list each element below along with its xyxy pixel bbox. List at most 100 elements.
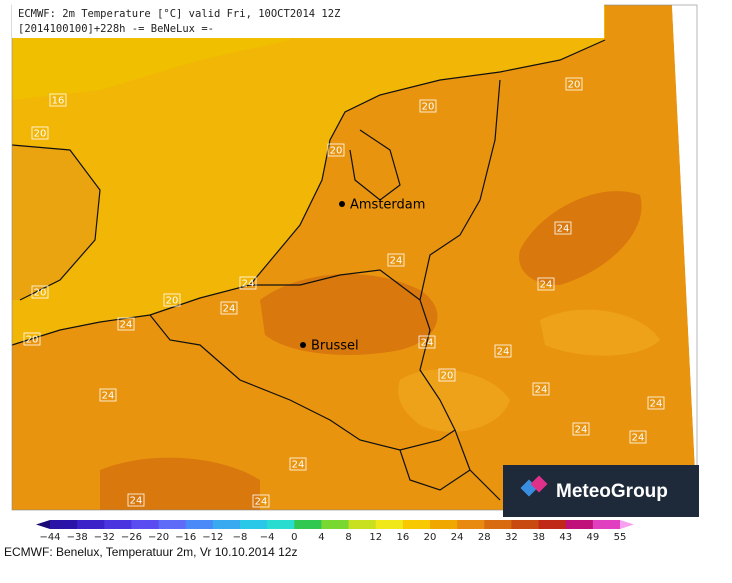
contour-label-box [31, 285, 49, 299]
colorbar-swatch [158, 520, 187, 529]
colorbar-label: 55 [614, 532, 627, 543]
contour-label-text: 24 [255, 497, 268, 508]
contour-label-text: 24 [535, 385, 548, 396]
contour-label-box [438, 368, 456, 382]
contour-label: 24 [537, 277, 555, 291]
colorbar-label: −32 [94, 532, 115, 543]
contour-label-text: 24 [102, 391, 115, 402]
colorbar-swatch [375, 520, 404, 529]
contour-label-text: 20 [34, 288, 47, 299]
contour-label-text: 24 [421, 338, 434, 349]
contour-label: 24 [99, 388, 117, 402]
cities: Amsterdam Brussel [300, 198, 425, 354]
logo-text: MeteoGroup [556, 481, 668, 502]
contour-label: 24 [127, 493, 145, 507]
city-label: Brussel [311, 339, 359, 354]
header-title: ECMWF: 2m Temperature [°C] valid Fri, 10… [18, 8, 340, 20]
colorbar-label: 20 [424, 532, 437, 543]
colorbar-swatch [592, 520, 621, 529]
contour-label: 24 [572, 422, 590, 436]
contour-label-box [418, 335, 436, 349]
contour-label-text: 24 [292, 460, 305, 471]
contour-label-box [163, 293, 181, 307]
contour-label: 24 [387, 253, 405, 267]
contour-label: 24 [532, 382, 550, 396]
contour-label-text: 20 [330, 146, 343, 157]
colorbar-swatch [212, 520, 241, 529]
colorbar-label: −16 [175, 532, 196, 543]
colorbar-swatch [402, 520, 431, 529]
contour-label-box [419, 99, 437, 113]
map [11, 4, 732, 515]
contour-label: 20 [23, 332, 41, 346]
contour-label: 20 [163, 293, 181, 307]
colorbar-label: 0 [291, 532, 297, 543]
colorbar-label: 32 [505, 532, 518, 543]
colorbar-label: 43 [559, 532, 572, 543]
contour-label-box [31, 126, 49, 140]
contour-label-text: 20 [166, 296, 179, 307]
contour-label-text: 24 [130, 496, 143, 507]
colorbar-arrow [36, 520, 50, 529]
contour-label-box [99, 388, 117, 402]
contour-label-text: 24 [242, 279, 255, 290]
header-subtitle: [2014100100]+228h -= BeNeLux =- [18, 23, 214, 35]
contour-label-box [647, 396, 665, 410]
contour-label: 20 [565, 77, 583, 91]
contour-label: 24 [418, 335, 436, 349]
contour-label: 24 [554, 221, 572, 235]
contour-label-box [127, 493, 145, 507]
contour-label-box [554, 221, 572, 235]
colorbar-label: 49 [586, 532, 599, 543]
colorbar-swatch [348, 520, 377, 529]
colorbar-label: 24 [451, 532, 464, 543]
contour-label-text: 20 [34, 129, 47, 140]
contour-label-box [532, 382, 550, 396]
contour-label-text: 20 [422, 102, 435, 113]
colorbar-swatch [77, 520, 105, 529]
contour-label-box [629, 430, 647, 444]
contour-label: 24 [289, 457, 307, 471]
contour-label-box [220, 301, 238, 315]
contour-label: 16 [49, 93, 67, 107]
colorbar-swatch [185, 520, 214, 529]
contour-label: 24 [239, 276, 257, 290]
colorbar-swatch [50, 520, 78, 529]
contour-label-text: 20 [26, 335, 39, 346]
contour-label-box [117, 317, 135, 331]
contour-label-text: 24 [120, 320, 133, 331]
colorbar: −44 −38 −32 −26 −20 −16 −12 −8 −4 0 4 8 12 16 20 24 28 32… [36, 520, 634, 543]
boundaries [11, 39, 606, 501]
contour-label-text: 24 [223, 304, 236, 315]
logo-icon [520, 475, 548, 497]
logo-box [503, 465, 699, 517]
contour-label-text: 20 [568, 80, 581, 91]
colorbar-label: 8 [345, 532, 351, 543]
colorbar-label: 4 [318, 532, 324, 543]
contour-label-text: 24 [540, 280, 553, 291]
contour-label-box [387, 253, 405, 267]
colorbar-swatch [430, 520, 458, 529]
contour-label: 24 [252, 494, 270, 508]
contour-label-text: 24 [650, 399, 663, 410]
contour-label: 24 [629, 430, 647, 444]
contour-label: 20 [327, 143, 345, 157]
colorbar-label: −4 [260, 532, 275, 543]
contour-label-text: 20 [441, 371, 454, 382]
contour-label-text: 24 [557, 224, 570, 235]
colorbar-label: 28 [478, 532, 491, 543]
colorbar-label: 12 [369, 532, 382, 543]
header-box [12, 3, 604, 38]
colorbar-label: −12 [202, 532, 223, 543]
contour-label: 20 [31, 285, 49, 299]
colorbar-label: −20 [148, 532, 169, 543]
colorbar-label: −26 [121, 532, 142, 543]
colorbar-swatch [240, 520, 268, 529]
colorbar-arrow [620, 520, 634, 529]
contour-label: 24 [220, 301, 238, 315]
contour-label-box [239, 276, 257, 290]
colorbar-swatch [131, 520, 160, 529]
contour-label-box [49, 93, 67, 107]
